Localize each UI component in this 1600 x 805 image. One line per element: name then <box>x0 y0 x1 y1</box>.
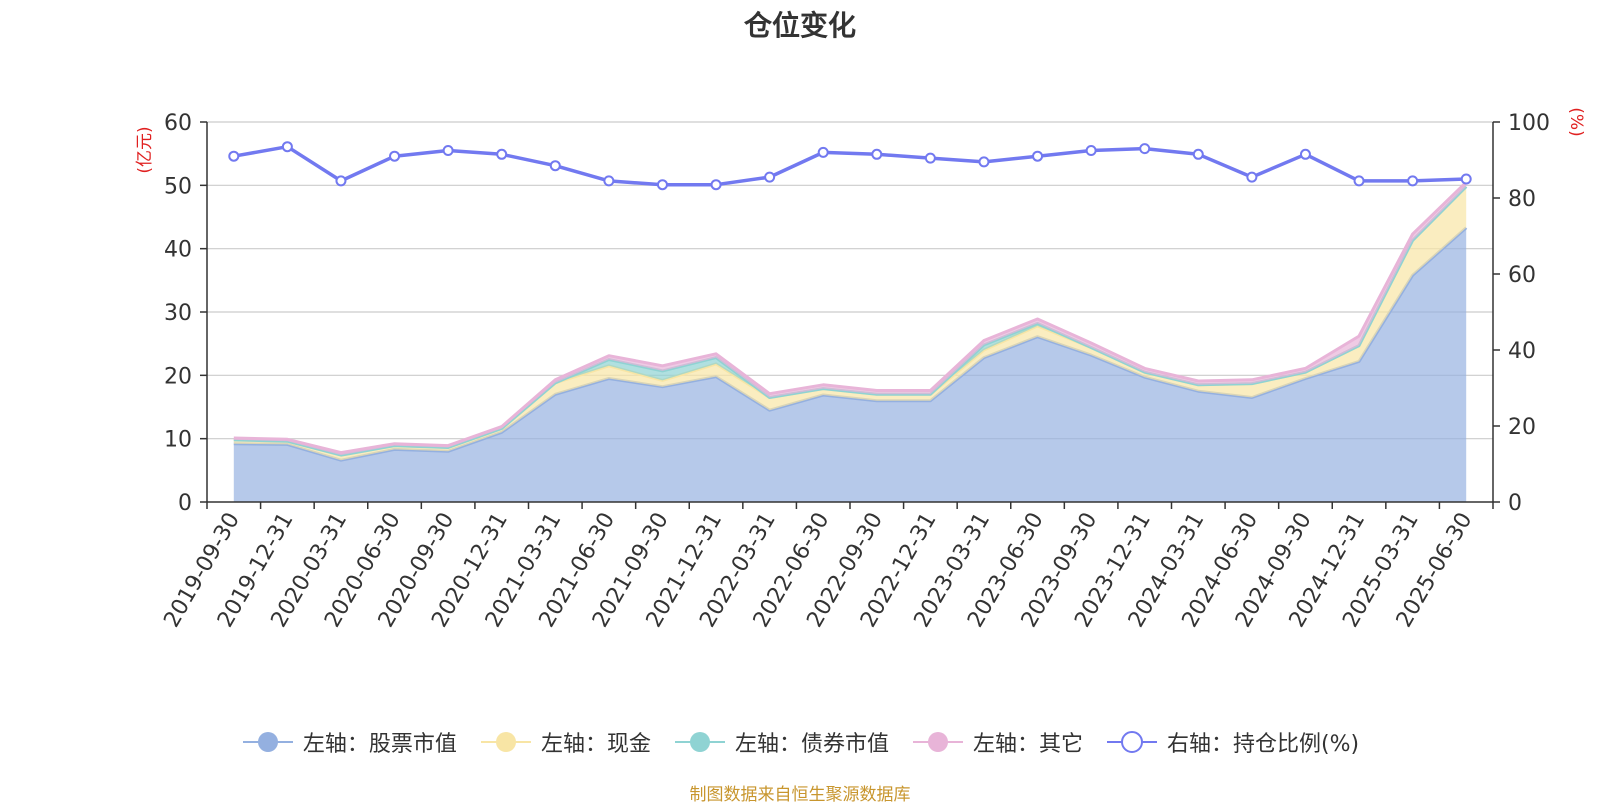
ratio-point <box>1139 143 1151 155</box>
legend-item[interactable]: 左轴：股票市值 <box>241 726 457 758</box>
ratio-point <box>603 175 615 187</box>
left-axis-unit: (亿元) <box>135 126 155 173</box>
legend-marker-icon <box>674 732 725 752</box>
ratio-point <box>549 160 561 172</box>
ratio-point <box>710 179 722 191</box>
left-tick-label: 0 <box>178 491 192 516</box>
ratio-point <box>1407 175 1419 187</box>
right-tick-label: 20 <box>1508 415 1536 440</box>
legend-label: 左轴：现金 <box>540 732 651 757</box>
ratio-point <box>924 152 936 164</box>
ratio-point <box>1192 148 1204 160</box>
ratio-point <box>1032 150 1044 162</box>
right-tick-label: 0 <box>1508 491 1522 516</box>
ratio-point <box>1353 175 1365 187</box>
source-note: 制图数据来自恒生聚源数据库 <box>689 785 911 805</box>
ratio-point <box>1299 148 1311 160</box>
area-layer <box>233 181 1468 503</box>
line-layer <box>228 141 1472 191</box>
ratio-point <box>335 175 347 187</box>
legend-label: 左轴：其它 <box>972 732 1083 757</box>
ratio-point <box>1246 171 1258 183</box>
legend-label: 左轴：债券市值 <box>734 732 889 757</box>
ratio-point <box>389 150 401 162</box>
left-tick-label: 10 <box>164 428 192 453</box>
left-tick-label: 40 <box>164 238 192 263</box>
ratio-point <box>281 141 293 153</box>
area-edge-3 <box>233 181 1468 455</box>
ratio-point <box>978 156 990 168</box>
legend-marker-icon <box>480 732 531 752</box>
legend-label: 左轴：股票市值 <box>302 732 457 757</box>
legend-marker-icon <box>242 732 293 752</box>
legend-item[interactable]: 左轴：债券市值 <box>673 726 889 758</box>
ratio-point <box>1085 145 1097 156</box>
ratio-point <box>656 179 668 191</box>
left-tick-label: 50 <box>164 174 192 199</box>
ratio-point <box>442 145 454 156</box>
area-series-0 <box>233 227 1467 503</box>
legend-label: 右轴：持仓比例(%) <box>1166 732 1360 757</box>
legend: 左轴：股票市值 左轴：现金 左轴：债券市值 左轴：其它 右轴：持仓比例(%) <box>0 726 1600 758</box>
ratio-point <box>764 171 776 183</box>
ratio-point <box>817 146 829 158</box>
right-tick-label: 100 <box>1508 111 1550 136</box>
left-tick-label: 60 <box>164 111 192 136</box>
grid-layer <box>207 121 1493 440</box>
legend-item[interactable]: 右轴：持仓比例(%) <box>1105 726 1359 758</box>
ratio-point <box>871 148 883 160</box>
ratio-point <box>228 150 240 162</box>
legend-item[interactable]: 左轴：其它 <box>911 726 1083 758</box>
ratio-point <box>496 148 508 160</box>
legend-marker-icon <box>1106 731 1157 753</box>
legend-marker-icon <box>912 732 963 752</box>
left-tick-label: 20 <box>164 364 192 389</box>
chart-title: 仓位变化 <box>743 9 856 42</box>
left-tick-label: 30 <box>164 301 192 326</box>
legend-item[interactable]: 左轴：现金 <box>479 726 651 758</box>
right-tick-label: 60 <box>1508 263 1536 288</box>
ratio-line <box>233 144 1467 187</box>
right-tick-label: 40 <box>1508 339 1536 364</box>
right-tick-label: 80 <box>1508 187 1536 212</box>
right-axis-unit: (%) <box>1566 107 1586 136</box>
ratio-point <box>1460 173 1472 185</box>
